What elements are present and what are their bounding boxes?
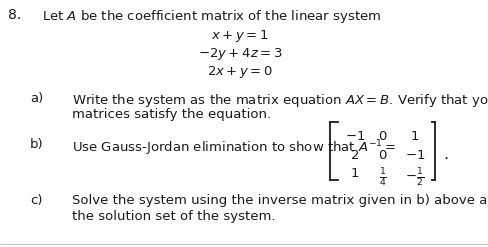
Text: $-1$: $-1$ xyxy=(345,130,365,143)
Text: $0$: $0$ xyxy=(378,130,388,143)
Text: $2x+y=0$: $2x+y=0$ xyxy=(207,64,273,80)
Text: $-2y+4z=3$: $-2y+4z=3$ xyxy=(198,46,283,62)
Text: Use Gauss-Jordan elimination to show that $A^{-1}=$: Use Gauss-Jordan elimination to show tha… xyxy=(72,138,396,158)
Text: the solution set of the system.: the solution set of the system. xyxy=(72,210,276,223)
Text: $-\frac{1}{2}$: $-\frac{1}{2}$ xyxy=(406,167,425,189)
Text: Write the system as the matrix equation $\mathit{AX}=\mathit{B}$. Verify that yo: Write the system as the matrix equation … xyxy=(72,92,488,109)
Text: .: . xyxy=(443,147,448,162)
Text: Let $\mathit{A}$ be the coefficient matrix of the linear system: Let $\mathit{A}$ be the coefficient matr… xyxy=(42,8,381,25)
Text: Solve the system using the inverse matrix given in b) above and giv: Solve the system using the inverse matri… xyxy=(72,194,488,207)
Text: a): a) xyxy=(30,92,43,105)
Text: matrices satisfy the equation.: matrices satisfy the equation. xyxy=(72,108,271,121)
Text: $1$: $1$ xyxy=(410,130,420,143)
Text: $\frac{1}{4}$: $\frac{1}{4}$ xyxy=(379,167,387,189)
Text: $0$: $0$ xyxy=(378,149,388,162)
Text: $-1$: $-1$ xyxy=(405,149,425,162)
Text: b): b) xyxy=(30,138,43,151)
Text: $x+y=1$: $x+y=1$ xyxy=(211,28,269,44)
Text: c): c) xyxy=(30,194,42,207)
Text: $1$: $1$ xyxy=(350,167,360,180)
Text: 8.: 8. xyxy=(8,8,21,22)
Text: $2$: $2$ xyxy=(350,149,360,162)
